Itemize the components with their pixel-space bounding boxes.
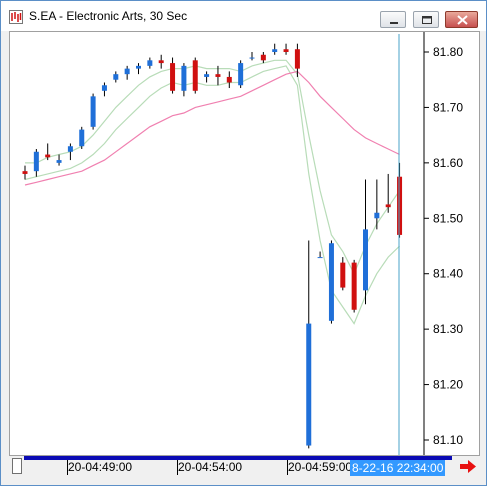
- down-candle: [385, 204, 391, 208]
- down-candle: [397, 176, 403, 235]
- up-candle: [204, 74, 210, 77]
- up-candle: [101, 85, 107, 91]
- down-candle: [294, 49, 300, 69]
- price-tick-label: 81.50: [433, 211, 463, 225]
- time-axis-bar: 20-04:49:00 20-04:54:00 20-04:59:00 8-22…: [9, 456, 480, 478]
- down-candle: [283, 49, 289, 52]
- up-candle: [374, 212, 380, 219]
- up-candle: [79, 129, 85, 147]
- up-candle: [90, 96, 96, 127]
- right-arrow-icon[interactable]: [459, 459, 477, 474]
- title-bar[interactable]: S.EA - Electronic Arts, 30 Sec: [1, 1, 486, 31]
- price-tick-label: 81.20: [433, 378, 463, 392]
- up-candle: [363, 229, 368, 291]
- close-icon: [457, 15, 468, 25]
- down-candle: [340, 262, 346, 288]
- price-tick-label: 81.80: [433, 45, 463, 59]
- window-title: S.EA - Electronic Arts, 30 Sec: [29, 9, 188, 23]
- down-candle: [158, 60, 164, 64]
- up-candle: [124, 68, 130, 75]
- scroll-thumb[interactable]: [12, 458, 22, 474]
- upper-band-line: [25, 59, 401, 276]
- time-label-1: 20-04:49:00: [68, 460, 133, 474]
- candlestick-chart[interactable]: 81.80 81.70 81.60 81.50 81.40 81.30 81.20 81.10: [10, 32, 479, 455]
- up-candle: [272, 49, 278, 52]
- moving-average-line: [24, 70, 400, 186]
- down-candle: [351, 262, 357, 310]
- up-candle: [306, 323, 312, 446]
- up-candle: [317, 257, 323, 259]
- price-tick-label: 81.30: [433, 322, 463, 336]
- minimize-button[interactable]: [380, 11, 406, 28]
- up-candle: [238, 63, 244, 86]
- price-chart[interactable]: 81.80 81.70 81.60 81.50 81.40 81.30 81.20 81.10: [9, 31, 480, 456]
- up-candle: [33, 151, 39, 172]
- down-candle: [192, 60, 198, 91]
- up-candle: [249, 57, 255, 59]
- restore-icon: [422, 16, 432, 24]
- up-candle: [181, 65, 187, 91]
- chart-window-icon[interactable]: [9, 10, 23, 24]
- down-candle: [260, 54, 266, 61]
- price-tick-label: 81.10: [433, 433, 463, 447]
- down-candle: [45, 154, 51, 158]
- time-tick: [287, 460, 288, 475]
- time-tick: [177, 460, 178, 475]
- time-label-2: 20-04:54:00: [178, 460, 243, 474]
- close-button[interactable]: [445, 11, 478, 28]
- cursor-time-label: 8-22-16 22:34:00: [350, 460, 446, 476]
- down-candle: [215, 74, 221, 77]
- up-candle: [113, 74, 119, 80]
- down-candle: [22, 171, 28, 174]
- down-candle: [226, 76, 232, 83]
- time-tick: [67, 460, 68, 475]
- minimize-icon: [390, 22, 398, 24]
- time-scroll-strip[interactable]: [24, 456, 452, 460]
- price-tick-label: 81.70: [433, 100, 463, 114]
- lower-band-line: [24, 65, 401, 325]
- up-candle: [147, 60, 153, 66]
- price-tick-label: 81.60: [433, 156, 463, 170]
- up-candle: [328, 243, 334, 321]
- up-candle: [67, 146, 73, 152]
- up-candle: [136, 65, 141, 69]
- down-candle: [170, 63, 176, 91]
- up-candle: [56, 160, 62, 163]
- restore-button[interactable]: [413, 11, 439, 28]
- price-tick-label: 81.40: [433, 267, 463, 281]
- time-label-3: 20-04:59:00: [288, 460, 353, 474]
